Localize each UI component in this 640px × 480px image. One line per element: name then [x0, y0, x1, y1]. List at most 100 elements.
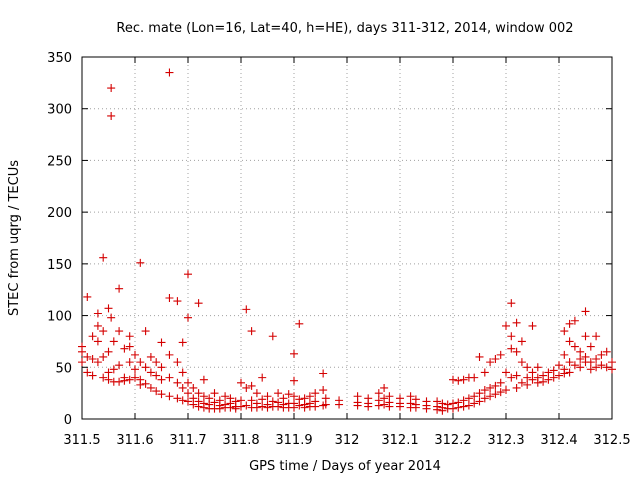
y-tick-label: 50 [55, 361, 72, 376]
data-point [115, 327, 124, 336]
data-point [157, 375, 166, 384]
data-point [215, 404, 224, 413]
data-point [88, 371, 97, 380]
data-point [486, 358, 495, 367]
data-point [93, 309, 102, 318]
data-point [433, 405, 442, 414]
data-point [93, 321, 102, 330]
data-point [570, 342, 579, 351]
data-point [449, 404, 457, 413]
data-point [454, 376, 463, 385]
y-tick-labels: 0 50 100 150 200 250 300 350 [47, 51, 72, 428]
data-point [184, 397, 192, 406]
data-point [263, 392, 272, 401]
data-point [470, 392, 479, 401]
data-point [549, 366, 558, 375]
data-point [438, 406, 447, 415]
data-point [512, 383, 521, 392]
y-tick-label: 150 [47, 258, 72, 273]
data-point [83, 368, 92, 377]
data-point [109, 337, 118, 346]
data-point [480, 386, 489, 395]
data-point [274, 389, 283, 398]
data-point [374, 389, 383, 398]
data-point [152, 371, 161, 380]
data-point [533, 363, 542, 372]
data-point [459, 402, 468, 411]
data-point [512, 318, 521, 327]
data-point [576, 347, 585, 356]
y-tick-label: 100 [47, 310, 72, 325]
data-point [570, 316, 579, 325]
data-point [258, 395, 267, 404]
data-point [608, 358, 616, 367]
data-point [319, 369, 328, 378]
data-point [184, 378, 192, 387]
data-point [507, 373, 516, 382]
data-point [99, 373, 108, 382]
data-point [146, 352, 155, 361]
data-point [464, 394, 473, 403]
data-point [517, 378, 526, 387]
data-point [178, 383, 187, 392]
data-point [321, 400, 330, 409]
data-point [290, 349, 298, 358]
data-point [565, 358, 574, 367]
data-point [252, 403, 261, 412]
data-point [523, 380, 532, 389]
data-point [502, 321, 510, 330]
data-point [184, 389, 192, 398]
data-point [120, 344, 129, 353]
y-axis-label: STEC from uqrg / TECUs [7, 160, 22, 316]
y-tick-label: 250 [47, 154, 72, 169]
data-point [184, 313, 192, 322]
data-point [502, 368, 510, 377]
data-point [581, 332, 590, 341]
axis-ticks [81, 56, 613, 420]
data-point [555, 361, 563, 370]
data-point [231, 404, 240, 413]
data-point [581, 307, 590, 316]
data-point [109, 365, 118, 374]
data-point [136, 380, 145, 389]
data-point [141, 327, 150, 336]
data-point [131, 373, 139, 382]
data-point [165, 392, 174, 401]
data-point [173, 358, 182, 367]
data-point [115, 361, 124, 370]
y-tick-label: 350 [47, 51, 72, 66]
data-point [406, 392, 415, 401]
x-tick-label: 311.8 [222, 433, 259, 448]
data-point [237, 402, 245, 411]
data-point [480, 368, 489, 377]
data-point [491, 390, 500, 399]
data-point [178, 338, 187, 347]
data-point [178, 396, 187, 405]
data-point [507, 299, 516, 308]
data-point [528, 321, 537, 330]
data-point [107, 313, 116, 322]
data-point [507, 332, 516, 341]
data-point [104, 368, 113, 377]
data-point [157, 390, 166, 399]
data-point [555, 371, 563, 380]
data-point [311, 402, 320, 411]
data-point [247, 381, 256, 390]
data-point [602, 363, 611, 372]
data-point [242, 401, 251, 410]
data-point [194, 299, 203, 308]
data-point [528, 375, 537, 384]
x-tick-label: 312.5 [593, 433, 630, 448]
data-point [565, 337, 574, 346]
x-tick-label: 312.4 [540, 433, 577, 448]
data-point [464, 401, 473, 410]
data-point [125, 375, 134, 384]
data-point [560, 350, 569, 359]
data-point [602, 347, 611, 356]
data-point [295, 401, 304, 410]
data-point [560, 327, 569, 336]
x-axis-label: GPS time / Days of year 2014 [249, 459, 441, 474]
y-tick-label: 200 [47, 206, 72, 221]
data-point [173, 394, 182, 403]
